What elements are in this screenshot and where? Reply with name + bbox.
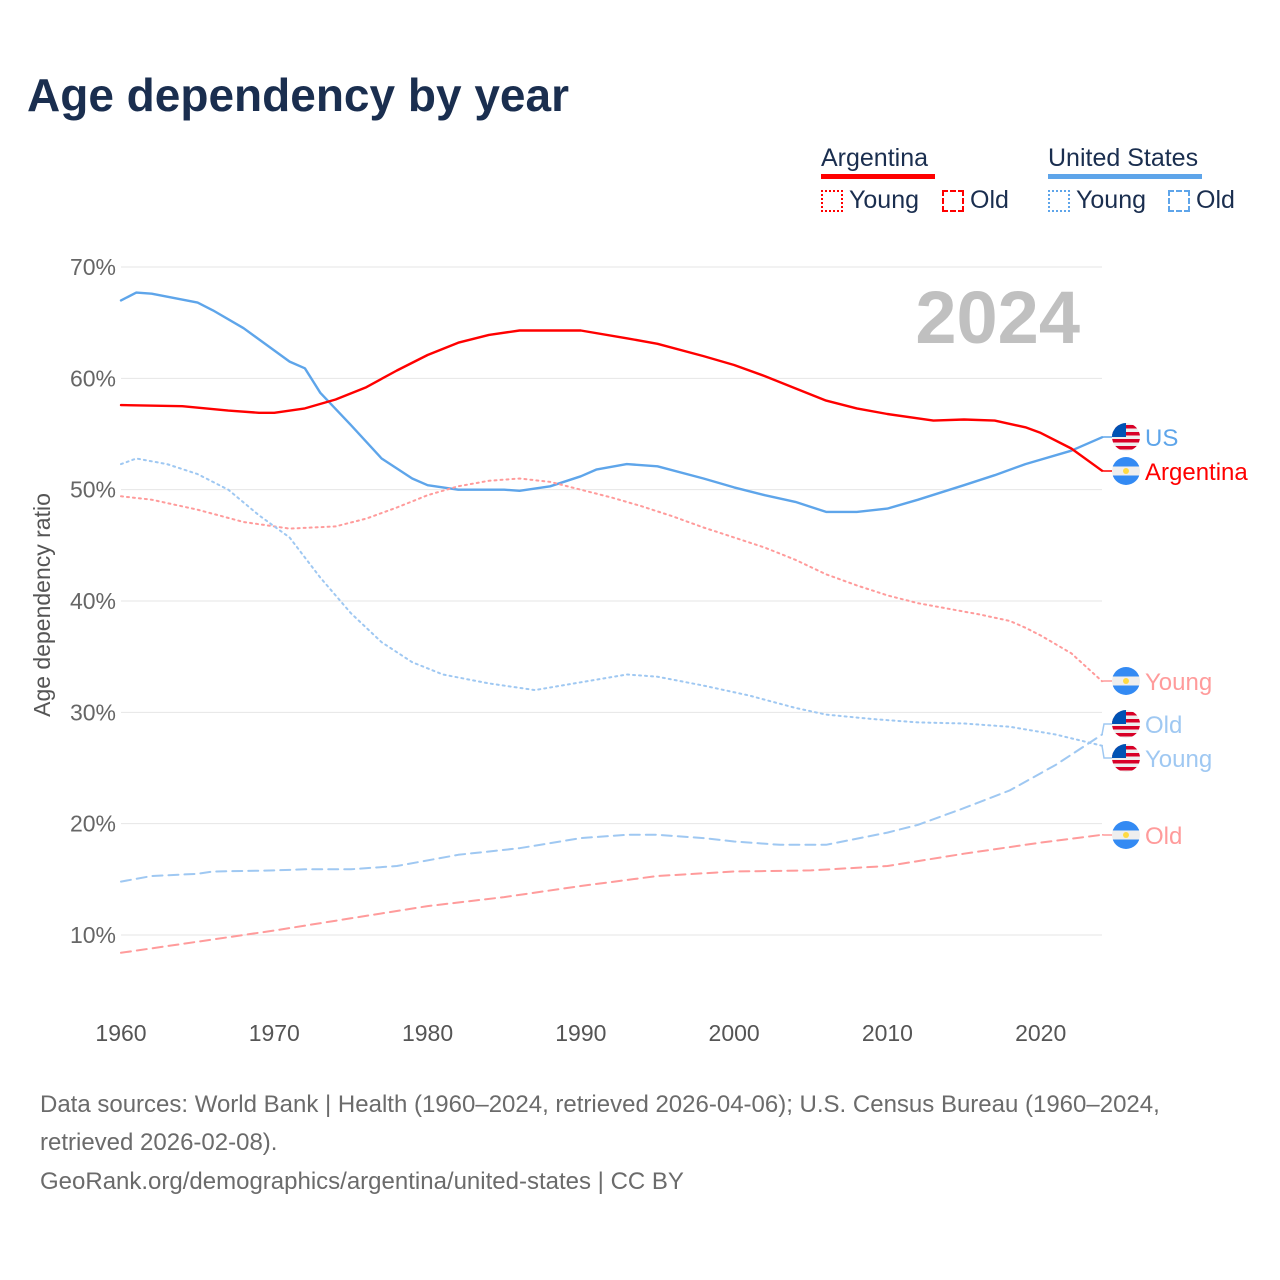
us-flag-icon [1112,744,1140,772]
flag-band [1112,475,1140,485]
x-tick-label: 1980 [402,1020,453,1046]
dotted-swatch-icon [821,189,843,212]
series-line-ar_young [120,477,1103,683]
flag-stripe [1112,760,1140,764]
y-tick-label: 10% [70,922,116,948]
end-label-ar_total: Argentina [1145,459,1248,486]
us-flag-icon [1112,423,1140,451]
legend-underline [821,174,935,179]
series-line-us_total [119,291,1104,514]
end-label-us_young: Young [1145,746,1212,773]
legend-label: Old [1196,186,1235,214]
series-line-ar_old [120,833,1103,954]
legend-underline [1048,174,1202,179]
flag-body [1112,821,1140,849]
legend-label: Young [849,186,919,214]
argentina-flag-icon [1112,457,1140,485]
flag-body [1112,457,1140,485]
flag-stripe [1112,726,1140,730]
flag-canton [1112,744,1126,758]
x-tick-label: 1960 [95,1020,146,1046]
flag-body [1112,744,1140,772]
dashed-swatch-icon [1168,189,1190,212]
end-label-ar_old: Old [1145,823,1182,850]
y-tick-label: 30% [70,699,116,725]
flag-body [1112,710,1140,738]
x-tick-label: 2010 [862,1020,913,1046]
argentina-flag-icon [1112,821,1140,849]
y-tick-label: 50% [70,477,116,503]
flag-canton [1112,710,1126,724]
dotted-swatch-icon [1048,189,1070,212]
footer-credit-link[interactable]: GeoRank.org/demographics/argentina/unite… [40,1168,684,1195]
flag-stripe [1112,439,1140,443]
legend-label: Young [1076,186,1146,214]
y-tick-label: 40% [70,588,116,614]
flag-canton [1112,423,1126,437]
us-flag-icon [1112,710,1140,738]
end-label-us_total: US [1145,425,1178,452]
flag-body [1112,667,1140,695]
flag-band [1112,457,1140,467]
footer-sources-cont: retrieved 2026-02-08). [40,1129,278,1156]
sun-icon [1123,678,1129,684]
legend-item-old[interactable]: Old [942,186,1009,215]
legend-item-young[interactable]: Young [821,186,919,215]
x-tick-label: 2020 [1015,1020,1066,1046]
footer-sources: Data sources: World Bank | Health (1960–… [40,1091,1160,1118]
year-watermark: 2024 [915,276,1080,359]
series-line-us_young [120,457,1103,747]
label-connector [1101,723,1112,735]
flag-band [1112,821,1140,831]
series-line-ar_total [119,329,1104,472]
chart-title: Age dependency by year [27,69,569,121]
legend-item-young[interactable]: Young [1048,186,1146,215]
flag-band [1112,685,1140,695]
legend-label: Old [970,186,1009,214]
x-tick-label: 2000 [709,1020,760,1046]
flag-band [1112,667,1140,677]
flag-stripe [1112,767,1140,771]
x-tick-label: 1990 [555,1020,606,1046]
y-axis-label: Age dependency ratio [29,493,55,717]
legend-item-old[interactable]: Old [1168,186,1235,215]
flag-stripe [1112,446,1140,450]
label-connector [1101,745,1112,759]
argentina-flag-icon [1112,667,1140,695]
end-label-us_old: Old [1145,712,1182,739]
y-tick-label: 70% [70,254,116,280]
y-tick-label: 20% [70,811,116,837]
flag-body [1112,423,1140,451]
legend-country-label: Argentina [821,144,929,172]
dashed-swatch-icon [942,189,964,212]
sun-icon [1123,832,1129,838]
flag-stripe [1112,733,1140,737]
x-tick-label: 1970 [249,1020,300,1046]
y-tick-label: 60% [70,365,116,391]
legend-country-label: United States [1048,144,1199,172]
end-label-ar_young: Young [1145,669,1212,696]
series-line-us_old [120,733,1103,883]
sun-icon [1123,468,1129,474]
flag-band [1112,839,1140,849]
